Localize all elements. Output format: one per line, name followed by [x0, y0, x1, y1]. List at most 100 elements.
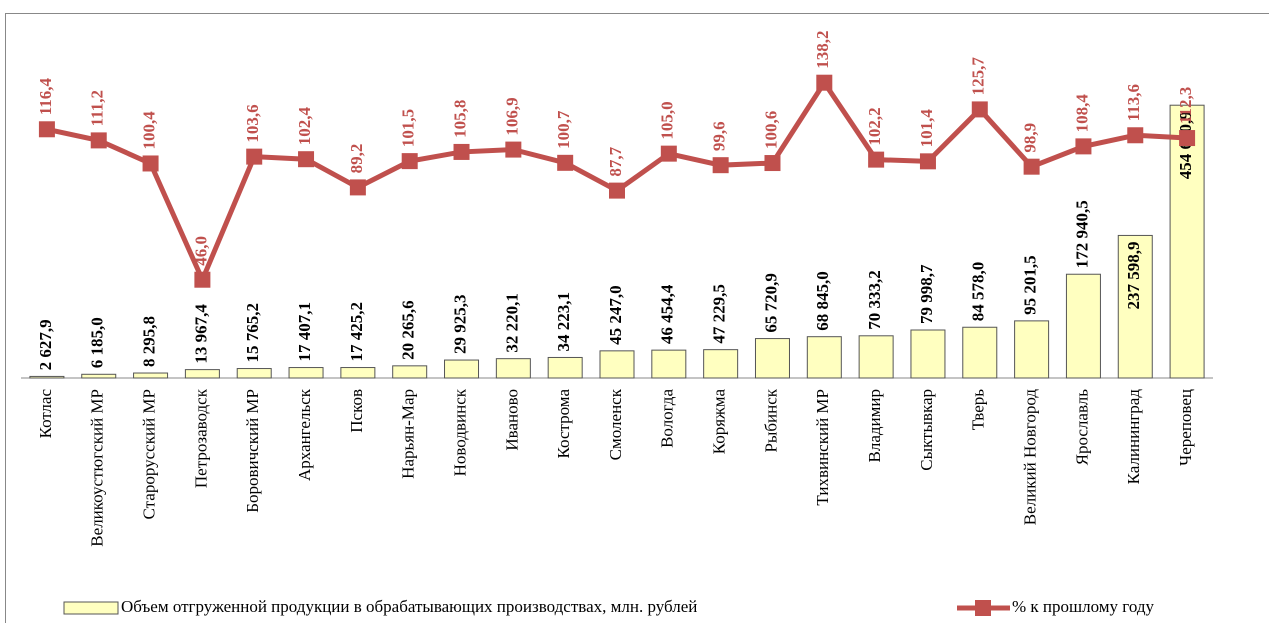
x-tick-label: Сыктывкар	[917, 389, 936, 471]
bar-value-label: 237 598,9	[1124, 241, 1143, 309]
x-tick-label: Вологда	[658, 389, 677, 448]
line-value-label: 106,9	[502, 97, 521, 135]
bar	[81, 373, 117, 379]
bar-value-label: 6 185,0	[88, 317, 107, 368]
bar-value-label: 13 967,4	[191, 304, 210, 364]
x-tick-label: Котлас	[36, 389, 55, 439]
bar	[133, 372, 169, 379]
line-value-label: 103,6	[243, 104, 262, 142]
bar-value-label: 29 925,3	[450, 295, 469, 355]
legend-label: % к прошлому году	[1012, 597, 1154, 616]
bar-value-label: 46 454,4	[658, 284, 677, 344]
x-tick-label: Великий Новгород	[1021, 389, 1040, 526]
bar	[962, 326, 998, 379]
marker	[401, 153, 418, 170]
line-value-label: 101,5	[399, 109, 418, 147]
bar-value-label: 79 998,7	[917, 264, 936, 324]
bar	[29, 375, 65, 379]
bar	[184, 369, 220, 379]
x-tick-label: Новодвинск	[450, 388, 469, 476]
line-value-label: 138,2	[813, 30, 832, 68]
marker	[298, 151, 315, 168]
bar	[236, 368, 272, 379]
marker	[453, 143, 470, 160]
x-tick-label: Рыбинск	[761, 388, 780, 452]
bar	[806, 336, 842, 379]
x-tick-label: Псков	[347, 389, 366, 433]
bar	[1169, 104, 1205, 379]
bar	[599, 350, 635, 379]
line-value-label: 125,7	[969, 57, 988, 96]
x-tick-label: Смоленск	[606, 388, 625, 460]
bar-value-label: 17 407,1	[295, 302, 314, 362]
marker	[1023, 158, 1040, 175]
x-tick-label: Коряжма	[710, 389, 729, 455]
bar-value-label: 34 223,1	[554, 292, 573, 352]
marker	[1075, 138, 1092, 155]
line-value-label: 46,0	[191, 236, 210, 266]
marker	[1127, 127, 1144, 144]
bar-value-label: 2 627,9	[36, 319, 55, 370]
marker	[90, 132, 107, 149]
marker	[816, 74, 833, 91]
marker	[609, 182, 625, 199]
bar-value-label: 172 940,5	[1072, 200, 1091, 268]
marker	[194, 271, 211, 288]
line-value-label: 100,4	[139, 111, 158, 150]
marker	[868, 151, 885, 168]
line-value-label: 105,0	[658, 101, 677, 139]
bar	[547, 356, 583, 379]
bar	[1065, 273, 1101, 379]
line-value-label: 102,2	[865, 107, 884, 145]
bar	[651, 349, 687, 379]
bar-value-label: 65 720,9	[761, 273, 780, 333]
bar	[444, 359, 480, 379]
x-tick-label: Тихвинский МР	[813, 389, 832, 506]
x-tick-label: Боровичский МР	[243, 389, 262, 513]
x-tick-label: Калининград	[1124, 389, 1143, 485]
x-tick-label: Владимир	[865, 389, 884, 462]
bar-value-label: 20 265,6	[399, 300, 418, 360]
legend-swatch	[63, 601, 119, 615]
bar	[1014, 320, 1050, 379]
x-tick-label: Великоустюгский МР	[88, 389, 107, 547]
bar-value-label: 84 578,0	[969, 262, 988, 322]
line-value-label: 108,4	[1072, 94, 1091, 133]
x-tick-label: Петрозаводск	[191, 388, 210, 488]
bar-value-label: 8 295,8	[139, 316, 158, 367]
marker	[38, 121, 55, 138]
marker	[142, 155, 159, 172]
line	[46, 78, 1188, 286]
marker	[505, 141, 522, 158]
line-value-label: 113,6	[1124, 84, 1143, 121]
marker	[349, 179, 366, 196]
legend-swatch	[975, 600, 991, 616]
line-value-label: 116,4	[36, 77, 55, 115]
line-value-label: 101,4	[917, 109, 936, 148]
bar-value-label: 32 220,1	[502, 293, 521, 353]
marker	[712, 157, 729, 174]
x-tick-label: Старорусский МР	[139, 389, 158, 519]
x-tick-label: Череповец	[1176, 389, 1195, 466]
x-tick-label: Тверь	[969, 389, 988, 431]
line-value-label: 111,2	[88, 90, 107, 126]
bar	[288, 367, 324, 379]
bar	[858, 335, 894, 379]
marker	[919, 153, 936, 170]
bar	[392, 365, 428, 379]
bar-value-label: 70 333,2	[865, 270, 884, 330]
line-value-label: 87,7	[606, 146, 625, 176]
bar-value-label: 95 201,5	[1021, 255, 1040, 315]
marker	[764, 155, 781, 172]
line-value-label: 99,6	[710, 121, 729, 151]
line-value-label: 105,8	[450, 100, 469, 138]
marker	[246, 148, 263, 165]
bar-value-label: 15 765,2	[243, 303, 262, 363]
x-tick-label: Ярославль	[1072, 389, 1091, 466]
x-tick-label: Иваново	[502, 389, 521, 451]
bar-value-label: 68 845,0	[813, 271, 832, 331]
bar	[1117, 234, 1153, 379]
bar	[910, 329, 946, 379]
bar	[495, 358, 531, 379]
